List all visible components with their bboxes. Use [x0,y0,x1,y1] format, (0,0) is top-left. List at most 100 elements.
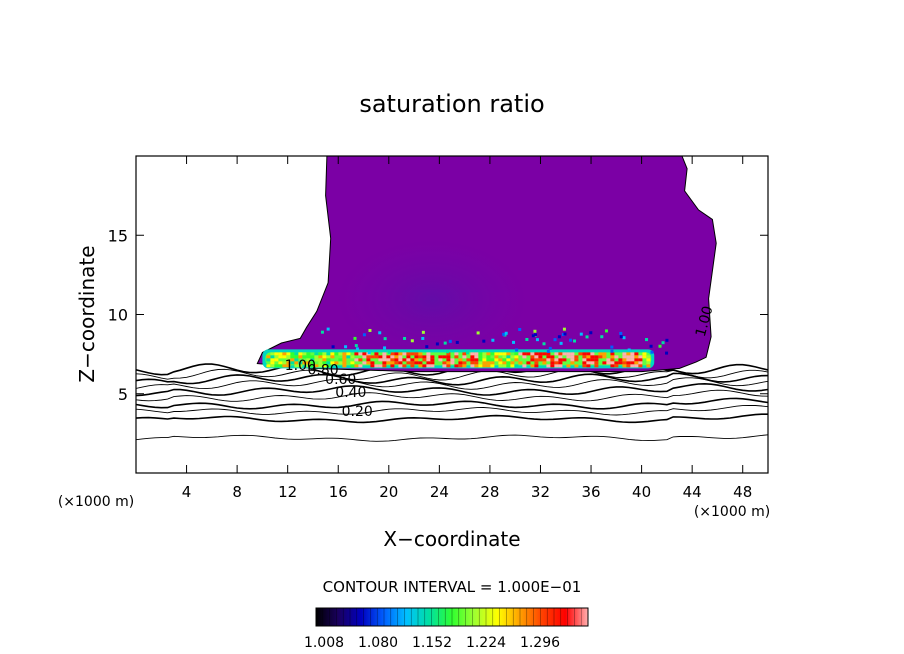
band-cell [498,352,503,356]
band-cell [366,361,371,365]
band-cell [562,352,567,356]
x-tick-label: 36 [581,483,600,501]
band-cell [310,364,315,368]
band-cell [394,361,399,365]
band-cell [366,355,371,359]
sparse-cell [622,336,626,340]
y-tick-label: 15 [108,226,128,245]
band-cell [478,358,483,362]
band-cell [374,352,379,356]
band-cell [474,364,479,368]
band-cell [378,355,383,359]
band-cell [558,355,563,359]
band-cell [358,358,363,362]
band-cell [266,355,271,359]
band-cell [530,352,535,356]
band-cell [586,364,591,368]
band-cell [386,358,391,362]
band-cell [530,355,535,359]
x-tick-label: 20 [379,483,398,501]
band-cell [446,361,451,365]
x-axis-label: X−coordinate [383,527,520,551]
band-cell [398,358,403,362]
band-cell [294,358,299,362]
band-cell [610,358,615,362]
band-cell [342,358,347,362]
band-cell [426,364,431,368]
band-cell [362,361,367,365]
sparse-cell [515,348,519,352]
band-cell [470,352,475,356]
y-axis-label: Z−coordinate [75,245,99,382]
inner-dark-region [337,240,527,360]
band-cell [634,364,639,368]
band-cell [534,358,539,362]
sparse-cell [353,336,357,340]
chart-title: saturation ratio [359,90,544,118]
y-tick-label: 5 [118,385,128,404]
band-cell [646,355,651,359]
band-cell [470,358,475,362]
band-cell [470,364,475,368]
band-cell [298,361,303,365]
band-cell [378,358,383,362]
band-cell [450,361,455,365]
band-cell [474,355,479,359]
sparse-cell [326,327,330,331]
band-cell [598,355,603,359]
band-cell [294,352,299,356]
band-cell [510,364,515,368]
band-cell [554,352,559,356]
contour-label: 1.00 [285,358,316,374]
band-cell [534,364,539,368]
contour-label: 0.60 [325,372,356,388]
band-cell [502,352,507,356]
band-cell [534,361,539,365]
band-cell [366,358,371,362]
contour-line [136,372,768,386]
x-tick-label: 28 [480,483,499,501]
band-cell [582,358,587,362]
band-cell [390,361,395,365]
plot-area: 0.200.400.600.801.001.00 [136,156,768,442]
band-cell [594,361,599,365]
band-cell [558,364,563,368]
band-cell [286,352,291,356]
band-cell [590,352,595,356]
band-cell [454,364,459,368]
x-tick-label: 8 [232,483,242,501]
band-cell [382,355,387,359]
band-cell [314,364,319,368]
band-cell [642,355,647,359]
band-cell [326,358,331,362]
band-cell [358,364,363,368]
sparse-cell [542,342,546,346]
band-cell [630,352,635,356]
band-cell [566,352,571,356]
band-cell [410,361,415,365]
band-cell [374,355,379,359]
band-cell [338,361,343,365]
band-cell [490,352,495,356]
band-cell [582,352,587,356]
sparse-cell [518,328,522,332]
band-cell [406,355,411,359]
band-cell [358,352,363,356]
band-cell [478,361,483,365]
band-cell [414,352,419,356]
band-cell [570,352,575,356]
band-cell [610,355,615,359]
x-tick-label: 48 [733,483,752,501]
band-cell [266,364,271,368]
band-cell [430,355,435,359]
band-cell [554,364,559,368]
band-cell [426,358,431,362]
band-cell [430,364,435,368]
x-tick-label: 40 [632,483,651,501]
sparse-cell [354,344,358,348]
band-cell [270,364,275,368]
band-cell [370,364,375,368]
band-cell [430,358,435,362]
band-cell [638,361,643,365]
band-cell [546,358,551,362]
